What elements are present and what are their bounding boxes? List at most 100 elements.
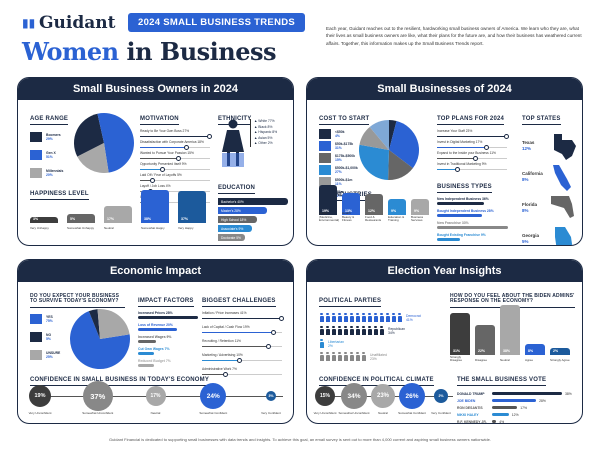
person-icon [325,312,330,322]
bar: 2% [550,348,570,355]
survive-heading: DO YOU EXPECT YOUR BUSINESS TO SURVIVE T… [30,293,125,308]
brand-name: Guidant [39,13,116,33]
pie-slice [97,113,134,173]
election-title: Election Year Insights [307,260,582,282]
state-item: Florida 8% [522,192,577,223]
industries-bar-chart: 19% Health (Medicine, Environmental) 13% He… [319,185,439,223]
confidence-label: Somewhat Confident [199,411,228,415]
slider-item: Laid Off / Fear of Layoffs 5% [140,173,210,183]
legend-swatch [319,129,331,139]
legend-item: <$50k 4% [319,129,369,139]
vote-row: DONALD TRUMP 38% [457,390,577,397]
slider-knob-icon [271,330,276,335]
types-section: BUSINESS TYPES New Independent Business … [437,175,512,245]
vote-row: NIKKI HALEY 12% [457,411,577,418]
slider-label: Administrative Work 7% [202,367,237,371]
person-icon [319,351,324,361]
bar: 12% [365,194,383,215]
legend-item: $175k-$500k 15% [319,153,369,163]
slider-knob-icon [149,178,155,183]
slider-knob-icon [484,145,490,150]
woman-figure-icon [222,119,244,167]
report-badge: 2024 SMALL BUSINESS TRENDS [128,13,306,32]
person-icon [385,312,390,322]
pie-slice [97,309,130,339]
legend-item: $50k-$175k 31% [319,141,369,151]
slider-knob-icon [279,316,284,321]
slider-item: Lack of Capital / Cash Flow 19% [202,325,282,335]
parties-heading: POLITICAL PARTIES [319,298,382,307]
survive-pie-chart [70,309,130,369]
bar-label: Very Unhappy [30,226,49,231]
states-section: TOP STATES Texas 12% California 8% Florida 8%… [522,107,577,245]
legend-item: NO 5% [30,331,125,342]
slider-label: Marketing / Advertising 10% [202,353,243,357]
vote-bar [492,399,537,402]
slider-knob-icon [207,134,212,139]
legend-label: $500k-$1,000k 27% [335,166,358,174]
economic-title: Economic Impact [18,260,293,282]
legend-item: Millennials 20% [30,168,68,178]
slider-knob-icon [183,145,189,150]
motivation-heading: MOTIVATION [140,116,179,125]
legend-item: $500k-$1,000k 27% [319,165,369,175]
slider-item: Inflation / Price Increases 41% [202,311,284,321]
legend-swatch [319,177,331,187]
legend-swatch [319,141,331,151]
slider-label: Recruiting / Retention 11% [202,339,241,343]
confidence-label: Somewhat Confident [398,411,426,415]
california-map-icon [553,164,571,191]
person-icon [373,325,378,335]
vote-section: THE SMALL BUSINESS VOTE DONALD TRUMP 38% J… [457,368,577,424]
candidate-name: R.F. KENNEDY JR. [457,419,487,424]
bar-label: Neutral [104,226,114,231]
confidence-label: Neutral [378,411,388,415]
ethnicity-section: ETHNICITY ▲ White 77% ▲ Black 8% ▲ Hispani… [218,107,288,167]
factors-heading: IMPACT FACTORS [138,298,194,307]
person-icon [337,312,342,322]
happiness-bar-chart: 3% Very Unhappy 5% Somewhat Unhappy 17% Neutr… [30,190,210,231]
vote-value: 28% [539,398,546,403]
challenges-heading: BIGGEST CHALLENGES [202,298,276,307]
election-panel: Election Year Insights POLITICAL PARTIES… [306,259,583,424]
slider-label: Wanted to Pursue Your Passion 15% [140,151,194,155]
ethnicity-item: ▲ Black 8% [254,124,273,129]
confidence-label: Very Unconfident [313,411,337,415]
party-row: Republican 34% [319,324,444,337]
guidant-logo-icon: ▮▮ [22,16,36,30]
education-bar: Doctorate 5% [218,234,245,241]
legend-label: >$1m 11% [335,190,344,198]
confidence-label: Neutral [150,411,161,415]
education-bar: High School 18% [218,216,257,223]
person-icon [337,351,342,361]
legend-swatch [30,349,42,360]
state-item: California 8% [522,161,577,192]
pie-slice [359,127,389,150]
bar-label: Health (Medicine, Environmental) [319,211,340,223]
texas-map-icon [554,133,576,160]
person-icon [337,325,342,335]
party-row: Democrat 41% [319,311,444,324]
legend-swatch [319,165,331,175]
person-icon [343,325,348,335]
pie-slice [70,311,130,369]
pie-slice [359,144,389,180]
slider-item: Ready to Be Your Own Boss 27% [140,129,212,139]
legend-swatch [30,132,42,142]
challenges-section: BIGGEST CHALLENGES Inflation / Price Inc… [202,289,284,381]
legend-label: <$50k 4% [335,130,345,138]
legend-label: Boomers 29% [46,133,61,141]
legend-swatch [30,168,42,178]
bar: 38% [500,305,520,355]
person-icon [331,312,336,322]
slider-label: Increase Your Staff 23% [437,129,473,133]
legend-label: $175k-$500k 15% [335,154,355,162]
party-label: Republican 34% [388,326,405,335]
person-icon [361,351,366,361]
person-icon [355,351,360,361]
slider-knob-icon [472,156,478,161]
person-icon [349,312,354,322]
bar-label: Business Services [411,214,424,223]
person-icon [391,312,396,322]
person-icon [331,325,336,335]
